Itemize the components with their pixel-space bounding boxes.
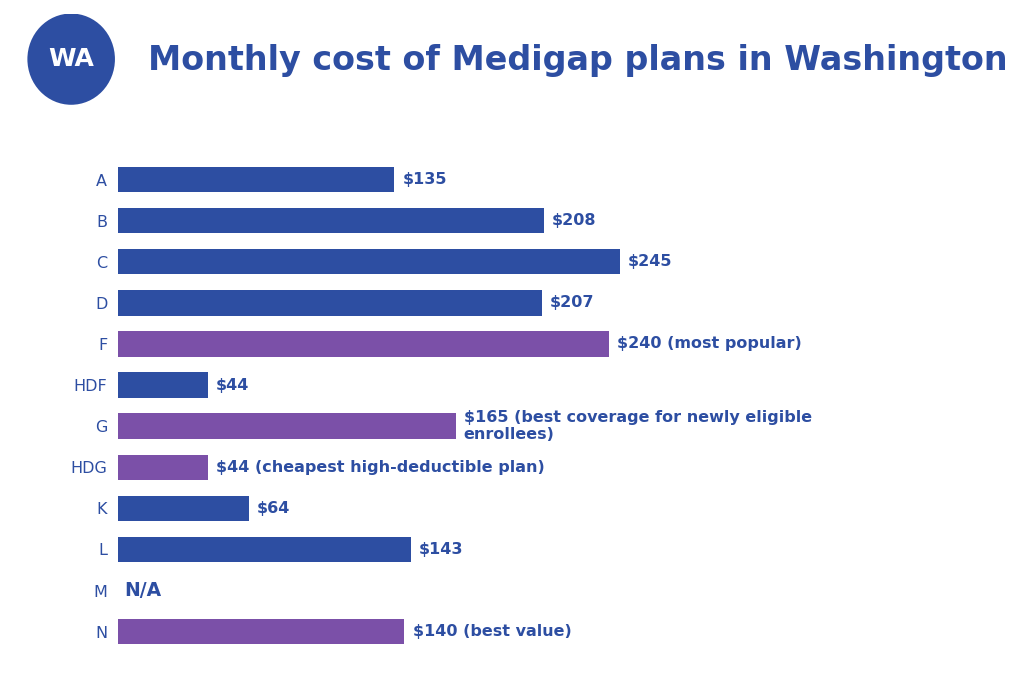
Bar [118,208,544,233]
Bar [118,331,609,357]
Bar [118,372,208,397]
Text: $143: $143 [419,542,463,557]
Bar [118,537,411,562]
Text: $207: $207 [550,295,594,310]
Text: N/A: N/A [124,581,161,600]
Text: $44 (cheapest high-deductible plan): $44 (cheapest high-deductible plan) [216,460,545,475]
Text: $165 (best coverage for newly eligible
enrollees): $165 (best coverage for newly eligible e… [464,410,812,442]
Text: $140 (best value): $140 (best value) [413,624,571,639]
Bar [118,249,620,274]
Bar [118,290,542,316]
Text: $245: $245 [628,254,672,269]
Text: WA: WA [48,47,94,71]
Bar [118,619,404,644]
Ellipse shape [28,14,115,105]
Bar [118,496,249,521]
Text: $44: $44 [216,378,250,393]
Text: Monthly cost of Medigap plans in Washington: Monthly cost of Medigap plans in Washing… [148,44,1008,77]
Bar [118,167,394,192]
Bar [118,454,208,480]
Text: $135: $135 [402,172,446,187]
Bar [118,414,456,439]
Text: $208: $208 [552,213,596,228]
Text: $64: $64 [257,501,291,516]
Text: $240 (most popular): $240 (most popular) [617,337,802,352]
